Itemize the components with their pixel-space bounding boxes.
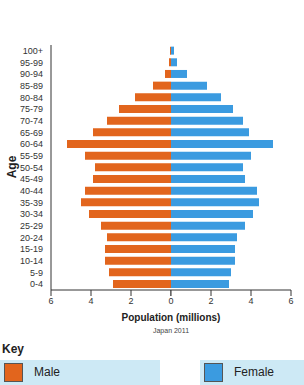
html-text:Population (millions): Population (millions) (121, 312, 221, 323)
svg-text:0-4: 0-4 (30, 279, 43, 289)
svg-text:6: 6 (48, 296, 53, 306)
svg-text:100+: 100+ (23, 46, 43, 56)
svg-text:60-64: 60-64 (20, 139, 43, 149)
svg-text:85-89: 85-89 (20, 81, 43, 91)
svg-text:95-99: 95-99 (20, 58, 43, 68)
svg-text:30-34: 30-34 (20, 209, 43, 219)
svg-text:6: 6 (288, 296, 293, 306)
svg-text:25-29: 25-29 (20, 221, 43, 231)
svg-text:4: 4 (248, 296, 253, 306)
svg-text:20-24: 20-24 (20, 233, 43, 243)
svg-text:65-69: 65-69 (20, 128, 43, 138)
html-text:Key: Key (2, 342, 24, 356)
html-text:Japan 2011: Japan 2011 (153, 327, 189, 334)
svg-text:45-49: 45-49 (20, 174, 43, 184)
html-text:Male: Male (34, 365, 60, 379)
svg-text:70-74: 70-74 (20, 116, 43, 126)
svg-text:2: 2 (128, 296, 133, 306)
svg-text:2: 2 (208, 296, 213, 306)
svg-text:50-54: 50-54 (20, 163, 43, 173)
svg-text:90-94: 90-94 (20, 69, 43, 79)
svg-text:80-84: 80-84 (20, 93, 43, 103)
svg-text:75-79: 75-79 (20, 104, 43, 114)
svg-text:35-39: 35-39 (20, 198, 43, 208)
svg-text:4: 4 (88, 296, 93, 306)
svg-text:5-9: 5-9 (30, 268, 43, 278)
svg-text:55-59: 55-59 (20, 151, 43, 161)
svg-text:40-44: 40-44 (20, 186, 43, 196)
svg-text:10-14: 10-14 (20, 256, 43, 266)
html-text:Age: Age (5, 155, 19, 179)
svg-text:0: 0 (168, 296, 173, 306)
html-text:Female: Female (234, 365, 274, 379)
svg-text:15-19: 15-19 (20, 244, 43, 254)
